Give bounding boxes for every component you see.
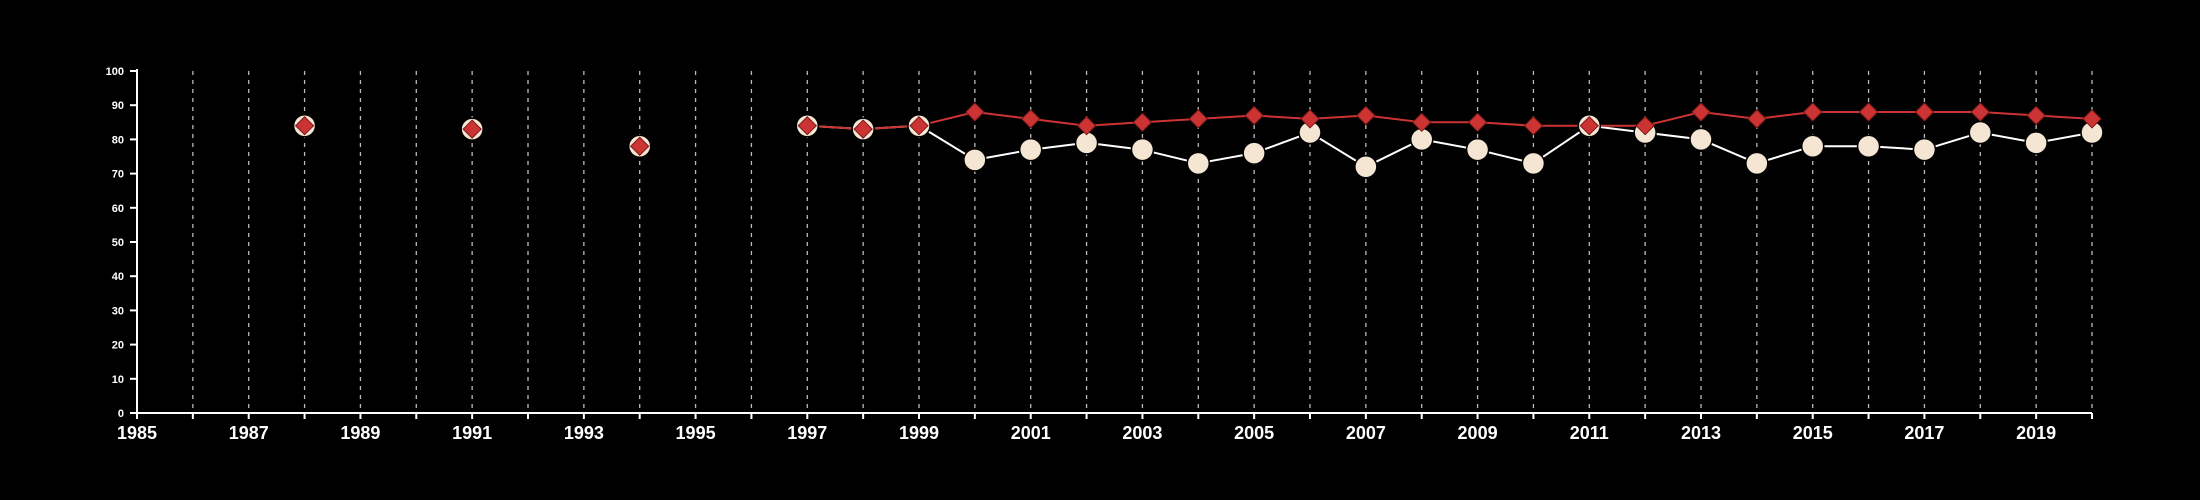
series-1-line: [807, 124, 2093, 168]
series-1-point-2017: [1912, 137, 1937, 162]
series-2-point-2013: [1691, 102, 1711, 122]
series-2-point-1998: [853, 119, 873, 139]
x-tick-label-1987: 1987: [229, 423, 269, 443]
y-tick-label-90: 90: [112, 100, 124, 112]
series-1-point-2007: [1354, 155, 1378, 179]
series-1-point-2009: [1465, 137, 1490, 162]
series-2-point-2007: [1356, 105, 1376, 126]
x-tick-label-2015: 2015: [1793, 423, 1833, 443]
y-tick-label-100: 100: [106, 66, 124, 78]
series-2-point-2020: [2082, 109, 2102, 129]
series-2-point-2017: [1914, 102, 1935, 122]
x-tick-label-1985: 1985: [117, 423, 157, 443]
series-2-point-1988: [294, 116, 315, 136]
series-2-point-2014: [1747, 109, 1767, 129]
series-2-point-2001: [1021, 109, 1041, 129]
series-2-point-2018: [1970, 102, 1990, 122]
series-2-point-2002: [1076, 116, 1097, 136]
x-tick-label-2003: 2003: [1122, 423, 1162, 443]
series-2-point-2006: [1300, 109, 1320, 129]
series-1-point-2010: [1521, 151, 1546, 176]
series-2-point-2008: [1412, 112, 1432, 133]
series-2-point-2004: [1188, 109, 1208, 129]
series-2-point-2012: [1635, 116, 1655, 136]
series-2-point-2003: [1132, 112, 1153, 133]
x-tick-label-2005: 2005: [1234, 423, 1274, 443]
y-tick-label-40: 40: [112, 271, 124, 283]
series-1-point-2005: [1242, 141, 1266, 165]
x-tick-label-2009: 2009: [1458, 423, 1498, 443]
x-tick-label-1995: 1995: [676, 423, 716, 443]
x-tick-label-1991: 1991: [452, 423, 492, 443]
series-2-point-2011: [1579, 116, 1599, 136]
y-tick-label-30: 30: [112, 305, 124, 317]
series-1-point-2018: [1968, 120, 1993, 145]
series-2-point-1999: [909, 116, 929, 136]
y-tick-label-60: 60: [112, 203, 124, 215]
series-1-point-2013: [1689, 127, 1713, 152]
series-1-point-2000: [963, 148, 987, 172]
x-tick-label-2001: 2001: [1011, 423, 1051, 443]
series-2-point-2019: [2026, 105, 2046, 126]
series-2-point-1994: [630, 136, 650, 156]
x-tick-label-1993: 1993: [564, 423, 604, 443]
axes: 0 10 20 30 40 50 60 70 80 90 100 1985 1987 1989 1991 19…: [106, 66, 2093, 443]
series-2-point-1997: [797, 116, 817, 136]
series-2-point-2005: [1244, 105, 1264, 126]
y-tick-label-0: 0: [118, 408, 124, 420]
series-2-point-2010: [1523, 116, 1544, 136]
x-tick-label-1997: 1997: [787, 423, 827, 443]
series-2-point-2015: [1803, 102, 1823, 122]
series-1-point-2003: [1130, 137, 1155, 162]
series-1-point-2001: [1018, 137, 1043, 162]
series-2-point-2016: [1858, 102, 1879, 122]
y-tick-label-70: 70: [112, 169, 124, 181]
x-tick-label-2017: 2017: [1904, 423, 1944, 443]
series-1-point-2019: [2024, 131, 2048, 155]
series-2-point-2009: [1467, 112, 1488, 133]
y-tick-label-80: 80: [112, 134, 124, 146]
x-tick-label-2011: 2011: [1570, 423, 1609, 443]
series-1-point-2004: [1186, 151, 1211, 176]
y-tick-label-20: 20: [112, 340, 124, 352]
x-tick-label-2019: 2019: [2016, 423, 2056, 443]
x-tick-label-1999: 1999: [899, 423, 939, 443]
series-1-point-2016: [1856, 134, 1881, 158]
x-tick-label-2007: 2007: [1346, 423, 1386, 443]
series-layer: [292, 102, 2104, 179]
series-1-point-2015: [1800, 134, 1825, 158]
series-2-point-1991: [462, 119, 482, 139]
series-1-point-2014: [1745, 151, 1769, 176]
y-tick-label-10: 10: [112, 374, 124, 386]
x-tick-label-1989: 1989: [340, 423, 380, 443]
series-2-line: [807, 111, 2093, 131]
x-tick-label-2013: 2013: [1681, 423, 1721, 443]
series-2-point-2000: [965, 102, 985, 122]
y-tick-label-50: 50: [112, 237, 124, 249]
